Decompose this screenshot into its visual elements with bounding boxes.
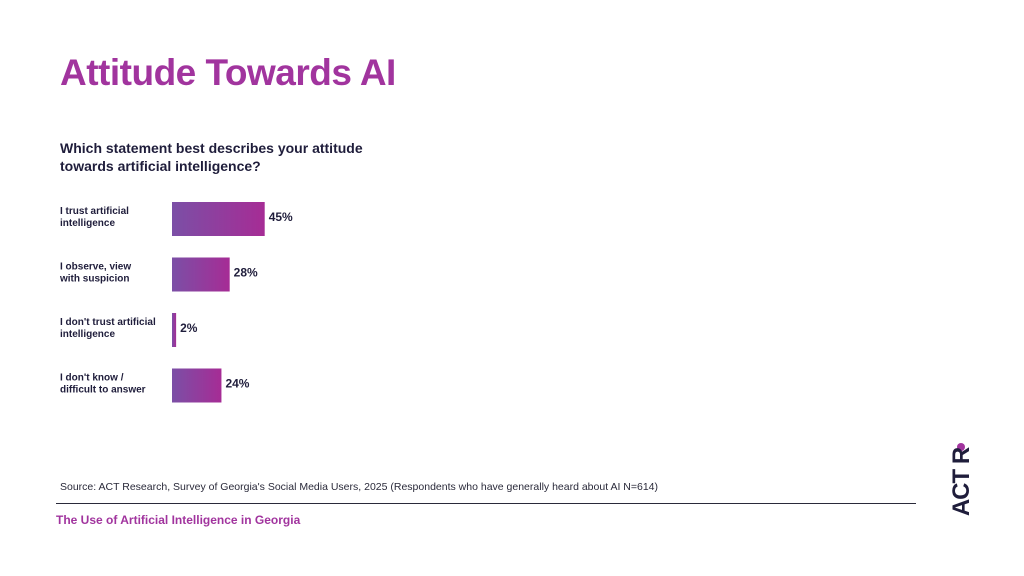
attitude-bar-chart: 45% I trust artificial intelligence 28% I ob…	[59, 202, 293, 403]
value-label-2: 2%	[180, 321, 198, 335]
source-note: Source: ACT Research, Survey of Georgia'…	[60, 481, 659, 493]
category-label-3: I don't know / difficult to answer	[60, 373, 146, 396]
bar-1	[172, 257, 230, 292]
footer-title: The Use of Artificial Intelligence in Ge…	[56, 513, 301, 527]
bar-3	[172, 368, 222, 403]
footer-divider	[56, 503, 916, 504]
logo-dot	[957, 443, 965, 451]
slide-title: Attitude Towards AI	[60, 52, 396, 93]
category-label-2: I don't trust artificial intelligence	[60, 317, 156, 340]
category-label-1: I observe, view with suspicion	[59, 262, 131, 285]
value-label-0: 45%	[269, 210, 293, 224]
value-label-3: 24%	[225, 377, 249, 391]
act-research-logo: ACT R	[948, 443, 975, 521]
chart-question: Which statement best describes your atti…	[60, 140, 363, 174]
value-label-1: 28%	[234, 266, 258, 280]
bar-0	[172, 202, 265, 236]
bar-2	[172, 313, 177, 347]
category-label-0: I trust artificial intelligence	[60, 206, 129, 229]
logo-text: ACT R	[948, 447, 975, 517]
